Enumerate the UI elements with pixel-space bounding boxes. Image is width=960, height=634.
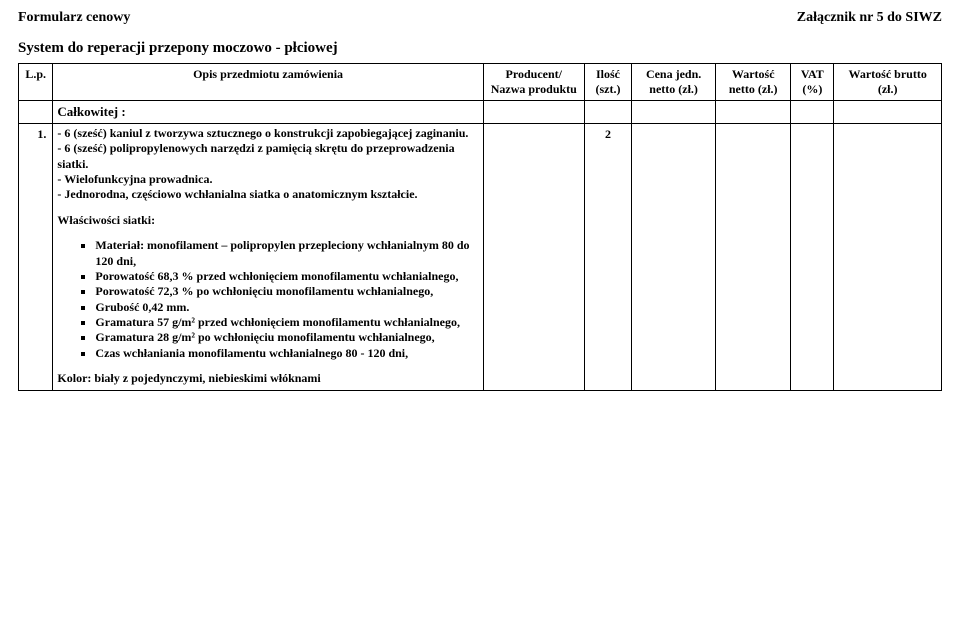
row1-ilosc: 2: [584, 124, 631, 391]
col-ilosc: Ilość (szt.): [584, 64, 631, 101]
total-cena: [632, 101, 716, 124]
col-vat: VAT (%): [791, 64, 834, 101]
col-wnet: Wartość netto (zł.): [716, 64, 791, 101]
total-lp: [19, 101, 53, 124]
row1-prod: [483, 124, 584, 391]
row1-wbr: [834, 124, 942, 391]
row1-description: - 6 (sześć) kaniul z tworzywa sztucznego…: [53, 124, 483, 391]
row1-bullets: Materiał: monofilament – polipropylen pr…: [57, 238, 478, 361]
pricing-table: L.p. Opis przedmiotu zamówienia Producen…: [18, 63, 942, 391]
col-lp: L.p.: [19, 64, 53, 101]
total-prod: [483, 101, 584, 124]
total-wnet: [716, 101, 791, 124]
row1-b4: Grubość 0,42 mm.: [95, 300, 478, 315]
col-wbr: Wartość brutto (zł.): [834, 64, 942, 101]
row1-vat: [791, 124, 834, 391]
row1-p1: - 6 (sześć) kaniul z tworzywa sztucznego…: [57, 126, 478, 141]
total-label: Całkowitej :: [53, 101, 483, 124]
total-row: Całkowitej :: [19, 101, 942, 124]
row1-p3: - Wielofunkcyjna prowadnica.: [57, 172, 478, 187]
total-wbr: [834, 101, 942, 124]
row1-sub1-title: Właściwości siatki:: [57, 213, 478, 228]
col-prod: Producent/ Nazwa produktu: [483, 64, 584, 101]
table-header-row: L.p. Opis przedmiotu zamówienia Producen…: [19, 64, 942, 101]
row1-b1: Materiał: monofilament – polipropylen pr…: [95, 238, 478, 269]
row1-cena: [632, 124, 716, 391]
row1-b3: Porowatość 72,3 % po wchłonięciu monofil…: [95, 284, 478, 299]
col-cena: Cena jedn. netto (zł.): [632, 64, 716, 101]
row1-b7: Czas wchłaniania monofilamentu wchłanial…: [95, 346, 478, 361]
table-row: 1. - 6 (sześć) kaniul z tworzywa sztuczn…: [19, 124, 942, 391]
header-left: Formularz cenowy: [18, 10, 130, 26]
header-right: Załącznik nr 5 do SIWZ: [797, 10, 942, 26]
row1-sub2: Kolor: biały z pojedynczymi, niebieskimi…: [57, 371, 478, 386]
row1-lp: 1.: [19, 124, 53, 391]
page-header: Formularz cenowy Załącznik nr 5 do SIWZ: [18, 10, 942, 26]
row1-p4: - Jednorodna, częściowo wchłanialna siat…: [57, 187, 478, 202]
page: Formularz cenowy Załącznik nr 5 do SIWZ …: [0, 0, 960, 634]
document-title: System do reperacji przepony moczowo - p…: [18, 40, 942, 57]
row1-b5: Gramatura 57 g/m² przed wchłonięciem mon…: [95, 315, 478, 330]
row1-wnet: [716, 124, 791, 391]
col-desc: Opis przedmiotu zamówienia: [53, 64, 483, 101]
row1-p2: - 6 (sześć) polipropylenowych narzędzi z…: [57, 141, 478, 172]
row1-b6: Gramatura 28 g/m² po wchłonięciu monofil…: [95, 330, 478, 345]
total-ilosc: [584, 101, 631, 124]
total-vat: [791, 101, 834, 124]
row1-b2: Porowatość 68,3 % przed wchłonięciem mon…: [95, 269, 478, 284]
